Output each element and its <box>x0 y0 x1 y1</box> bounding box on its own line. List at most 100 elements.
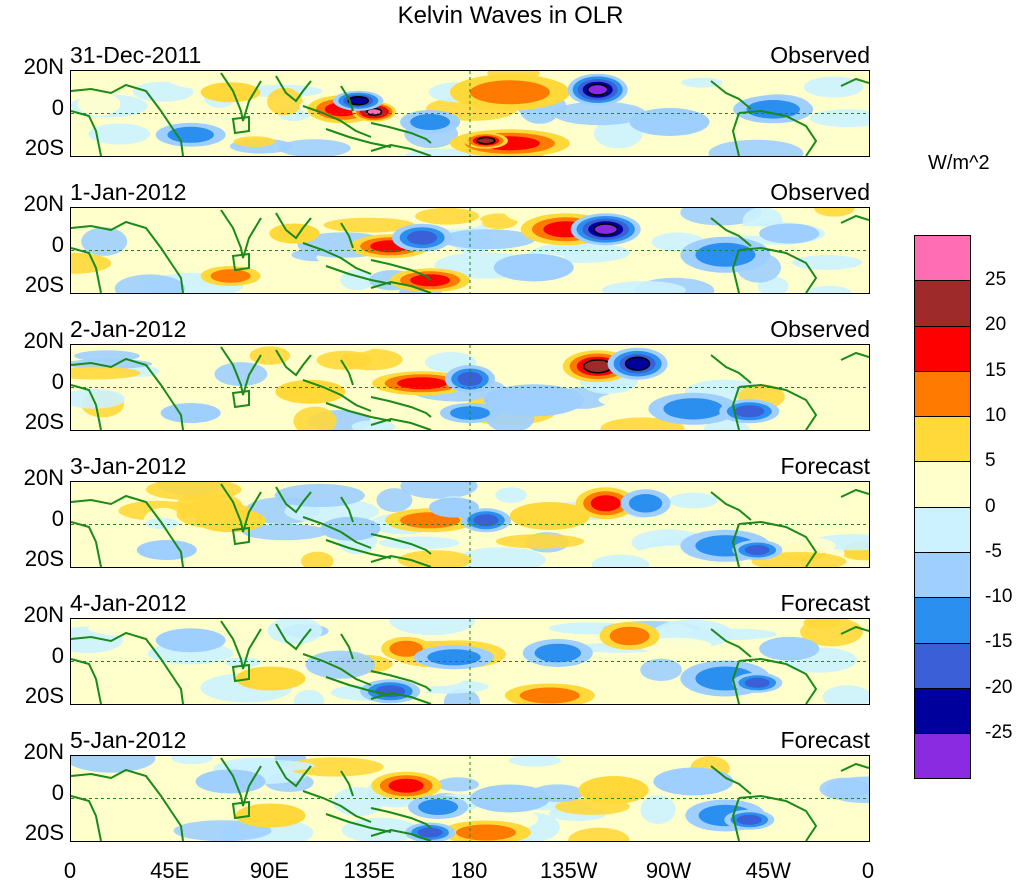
coastline <box>71 357 184 430</box>
latitude-label: 20S <box>24 135 64 160</box>
anomaly-contour <box>495 534 585 549</box>
anomaly-contour <box>305 650 375 679</box>
anomaly-contour <box>312 345 372 354</box>
negative-anomaly <box>427 649 481 666</box>
coastline <box>231 252 250 272</box>
latitude-label: 0 <box>51 506 64 531</box>
anomaly-contour <box>71 366 141 380</box>
panel-date: 1-Jan-2012 <box>70 179 187 205</box>
coastline <box>840 762 869 772</box>
colorbar-level-label: -20 <box>985 676 1013 698</box>
coastline <box>731 112 740 156</box>
colorbar-swatch <box>914 642 971 688</box>
negative-anomaly <box>429 497 479 518</box>
anomaly-contour <box>751 763 799 776</box>
panel-status: Forecast <box>780 453 870 479</box>
latitude-label: 20N <box>23 54 64 79</box>
positive-anomaly <box>389 640 423 657</box>
olr-anomaly-map <box>70 481 870 568</box>
coastline <box>710 217 752 247</box>
anomaly-contour <box>274 483 365 508</box>
anomaly-contour <box>88 620 182 637</box>
latitude-label: 20S <box>24 683 64 708</box>
olr-anomaly-map <box>70 70 870 157</box>
anomaly-contour <box>822 685 869 704</box>
coastline <box>220 483 262 533</box>
coastline <box>231 663 250 683</box>
anomaly-contour <box>225 760 315 772</box>
coastline <box>370 143 432 156</box>
coastline <box>710 765 752 795</box>
anomaly-contour <box>741 693 819 704</box>
coastline <box>370 280 432 293</box>
anomaly-contour <box>293 406 337 430</box>
anomaly-contour <box>389 619 476 636</box>
latitude-label: 0 <box>51 369 64 394</box>
coastline <box>370 807 432 829</box>
positive-anomaly <box>456 824 516 841</box>
anomaly-contour <box>77 92 121 116</box>
coastline <box>340 222 354 249</box>
coastline <box>710 628 752 658</box>
latitude-label: 0 <box>51 643 64 668</box>
coastline <box>71 384 102 430</box>
coastline <box>275 623 312 651</box>
coastline <box>275 212 312 240</box>
coastline <box>275 486 312 514</box>
anomaly-contour <box>778 380 855 393</box>
coastline <box>325 265 392 285</box>
colorbar-swatch <box>914 416 971 462</box>
panel-date: 3-Jan-2012 <box>70 453 187 479</box>
anomaly-contour <box>519 345 576 355</box>
negative-anomaly <box>653 767 734 796</box>
olr-anomaly-map <box>70 618 870 705</box>
negative-anomaly <box>136 540 197 560</box>
coastline <box>710 354 752 384</box>
longitude-label: 180 <box>450 858 488 883</box>
anomaly-contour <box>594 119 643 149</box>
panel-status: Observed <box>770 179 870 205</box>
coastline <box>731 523 740 567</box>
coastline <box>738 657 818 704</box>
colorbar-swatch <box>914 325 971 371</box>
negative-anomaly <box>734 405 765 418</box>
colorbar-swatch <box>914 370 971 417</box>
positive-anomaly <box>397 377 448 390</box>
colorbar-level-label: 5 <box>985 450 996 472</box>
anomaly-contour <box>267 87 303 116</box>
positive-anomaly <box>578 776 649 804</box>
coastline <box>302 105 372 138</box>
negative-anomaly <box>160 403 221 423</box>
colorbar-swatch <box>914 687 971 734</box>
anomaly-contour <box>71 252 112 274</box>
negative-anomaly <box>663 398 724 420</box>
anomaly-contour <box>323 217 416 233</box>
panel-status: Observed <box>770 42 870 68</box>
colorbar-level-label: 10 <box>985 404 1007 426</box>
anomaly-contour <box>176 147 238 156</box>
anomaly-contour <box>457 547 546 567</box>
latitude-label: 20S <box>24 546 64 571</box>
coastline <box>325 676 392 696</box>
latitude-label: 20N <box>23 328 64 353</box>
anomaly-contour <box>184 234 226 260</box>
coastline <box>71 768 184 841</box>
panel-date: 2-Jan-2012 <box>70 316 187 342</box>
panel-status: Forecast <box>780 727 870 753</box>
negative-anomaly <box>347 95 370 106</box>
coastline <box>370 417 432 430</box>
latitude-label: 0 <box>51 780 64 805</box>
coastline <box>738 794 818 841</box>
panel-date: 5-Jan-2012 <box>70 727 187 753</box>
anomaly-contour <box>680 208 762 226</box>
coastline <box>738 246 818 293</box>
coastline <box>71 494 184 567</box>
coastline <box>370 396 432 418</box>
anomaly-contour <box>267 619 323 645</box>
coastline <box>71 110 102 156</box>
anomaly-contour <box>400 482 478 499</box>
negative-anomaly <box>759 223 820 244</box>
positive-anomaly <box>200 82 261 103</box>
coastline <box>370 122 432 144</box>
anomaly-contour <box>791 255 863 270</box>
